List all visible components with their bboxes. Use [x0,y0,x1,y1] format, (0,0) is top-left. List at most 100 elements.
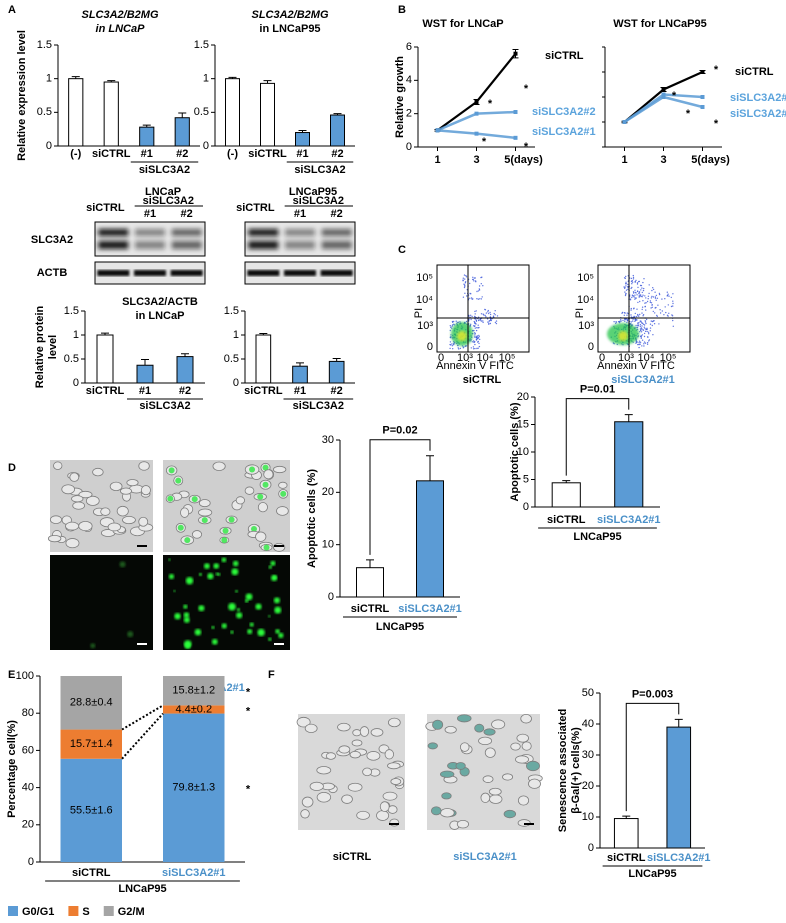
bar [260,82,275,147]
flow-dot [451,320,454,323]
flow-dot [449,336,451,338]
flow-dot [642,314,645,316]
flow-dot [613,343,615,345]
flow-dot [641,325,643,327]
fluorescent-cell [221,557,227,563]
y-axis-label: Apoptotic cells (%) [306,469,318,568]
bar [416,480,444,598]
flow-dot [636,319,638,321]
cell [427,742,438,750]
x-tick-label: siCTRL [92,148,131,160]
fluorescent-cell [275,629,280,634]
x-tick-label: siCTRL [244,385,283,397]
fluorescent-cell [250,525,257,532]
significance-star: * [524,83,529,95]
marker [661,92,666,97]
flow-dot [492,315,495,317]
fluorescent-cell [194,628,202,636]
cell [140,485,151,496]
cell [389,818,400,827]
error-bar [624,414,633,422]
flow-tick: 10⁴ [416,294,433,306]
cell [47,534,62,543]
flow-dot [480,298,483,300]
band [97,270,130,276]
flow-dot [661,310,663,312]
flow-dot [451,345,453,347]
y-axis-label: Percentage cell(%) [6,720,18,818]
cell [273,543,286,552]
flow-dot [654,312,656,314]
error-bar [228,76,237,79]
flow-dot [655,294,658,297]
legend-swatch [103,906,114,916]
error-bar [259,333,268,335]
flow-dot [652,296,655,298]
flow-dot [453,343,455,345]
cell [440,808,455,818]
x-tick-label: (-) [70,148,81,160]
flow-dot [465,345,468,347]
cell [198,508,213,517]
flow-dot [625,283,627,285]
y-tick-label: 0 [406,141,412,153]
flow-dot [623,314,625,316]
y-tick-label: 1 [46,73,52,85]
cell [503,809,517,819]
flow-tick: 0 [599,352,605,364]
y-tick-label: 0 [328,591,334,603]
flow-dot [487,311,489,313]
cell [502,773,514,781]
fluorescent-cell [274,606,282,614]
bar [613,818,639,849]
flow-dot [639,328,642,330]
flow-axis-label: PI [413,308,425,318]
flow-dot [635,292,637,294]
flow-dot [455,320,457,322]
flow-dot [635,279,637,282]
y-axis-label: Senescence associated [557,709,569,833]
flow-tick: 10⁵ [577,272,594,284]
flow-dot [472,279,474,281]
group-label: siSLC3A2 [293,400,344,412]
flow-dot [638,296,640,298]
flow-dot [495,320,498,322]
series-label: siSLC3A2#1 [730,108,786,120]
flow-dot [632,318,634,320]
cell [341,794,353,804]
flow-caption: siSLC3A2#1 [611,374,675,386]
flow-dot [477,338,479,340]
flow-dot [459,321,461,323]
flow-dot [641,287,643,289]
flow-dot [494,310,496,312]
x-tick-label: 3 [473,154,479,166]
flow-dot [644,295,646,297]
error-bar [107,80,116,83]
flow-dot [478,289,481,291]
flow-dot [631,296,633,299]
flow-dot [649,323,652,325]
flow-dot [635,315,637,318]
flow-dot [658,293,661,296]
x-tick-label: siSLC3A2#1 [647,852,711,864]
flow-dot [623,312,626,314]
x-tick-label: 1 [434,154,440,166]
cell [444,725,457,734]
flow-dot [477,340,479,343]
flow-dot [490,318,492,320]
flow-dot [664,306,666,308]
cell [276,506,289,516]
flow-dot [636,282,639,284]
cell [235,496,245,505]
flow-dot [649,330,651,332]
flow-dot [641,291,643,294]
fluorescent-cell [217,572,221,576]
fluorescent-cell [244,599,249,603]
bar-segment [60,758,122,862]
flow-tick: 0 [438,352,444,364]
marker [700,70,705,74]
flow-dot [463,346,465,348]
flow-dot [464,282,467,284]
cell [122,515,136,525]
